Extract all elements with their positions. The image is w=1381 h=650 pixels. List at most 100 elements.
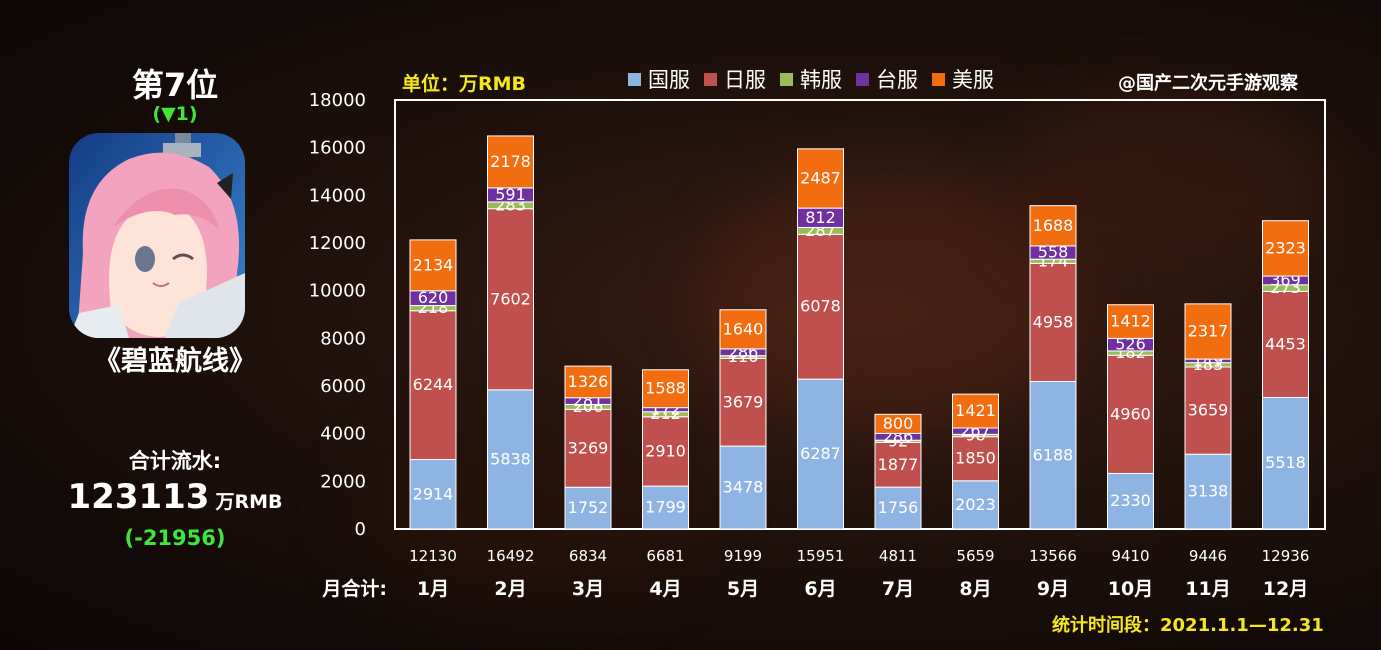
y-tick-label: 10000 xyxy=(309,281,366,302)
bar-segment xyxy=(874,413,922,434)
legend-label: 日服 xyxy=(724,68,766,92)
legend-label: 美服 xyxy=(952,68,994,92)
data-label: 2323 xyxy=(1265,238,1306,257)
data-label: 3679 xyxy=(723,392,764,411)
monthly-total-label: 9199 xyxy=(724,547,762,565)
data-label: 800 xyxy=(883,414,914,433)
y-tick-label: 2000 xyxy=(320,471,366,492)
legend-item: 台服 xyxy=(856,64,918,94)
game-title: 《碧蓝航线》 xyxy=(94,346,256,377)
bar-segment xyxy=(1262,396,1309,530)
legend-swatch xyxy=(704,72,717,86)
monthly-total-label: 13566 xyxy=(1029,547,1077,565)
data-label: 2023 xyxy=(955,495,996,514)
y-tick-label: 14000 xyxy=(309,185,366,206)
bar-segment xyxy=(874,486,922,530)
data-label: 2178 xyxy=(490,152,531,171)
legend-swatch xyxy=(628,72,641,86)
bar-segment xyxy=(797,148,844,209)
y-tick-label: 18000 xyxy=(309,90,366,111)
x-tick-label: 5月 xyxy=(727,578,759,600)
x-tick-label: 9月 xyxy=(1037,578,1069,600)
unit-label: 单位：万RMB xyxy=(402,73,527,95)
bar-segment xyxy=(409,239,457,292)
data-label: 1588 xyxy=(645,379,686,398)
bar-segment xyxy=(1262,220,1309,277)
monthly-total-label: 6681 xyxy=(646,547,684,565)
x-tick-label: 6月 xyxy=(804,578,836,600)
bar-segment xyxy=(1029,262,1077,383)
x-tick-label: 1月 xyxy=(417,578,449,600)
data-label: 1752 xyxy=(568,498,609,517)
data-label: 4453 xyxy=(1265,334,1306,353)
data-label: 6078 xyxy=(800,297,841,316)
rank-change: (▼1) xyxy=(152,103,198,125)
legend-item: 美服 xyxy=(932,64,994,94)
bar-segment xyxy=(1107,472,1154,530)
bar-segment xyxy=(1029,381,1077,530)
data-label: 2134 xyxy=(413,255,454,274)
data-label: 6244 xyxy=(413,375,454,394)
data-label: 2487 xyxy=(800,168,841,187)
monthly-total-label: 5659 xyxy=(956,547,994,565)
data-label: 2914 xyxy=(413,484,454,503)
data-label: 3478 xyxy=(723,478,764,497)
total-label: 合计流水: xyxy=(128,449,222,473)
plot-frame xyxy=(394,99,1326,530)
data-label: 526 xyxy=(1115,335,1146,354)
bar-segment xyxy=(642,485,689,530)
y-tick-label: 4000 xyxy=(320,424,366,445)
bar-segment xyxy=(1262,290,1309,398)
x-tick-label: 2月 xyxy=(494,578,526,600)
data-label: 3269 xyxy=(568,438,609,457)
data-label: 6287 xyxy=(800,444,841,463)
total-value: 123113 xyxy=(67,477,210,517)
legend-label: 台服 xyxy=(876,68,918,92)
bar-segment xyxy=(1107,304,1154,339)
data-label: 591 xyxy=(495,185,526,204)
data-label: 1326 xyxy=(568,372,609,391)
y-tick-label: 0 xyxy=(355,519,366,540)
x-tick-label: 7月 xyxy=(882,578,914,600)
data-label: 4958 xyxy=(1033,312,1074,331)
legend-swatch xyxy=(856,72,869,86)
bar-segment xyxy=(487,389,534,530)
data-label: 1877 xyxy=(878,455,919,474)
data-label: 1799 xyxy=(645,498,686,517)
data-label: 620 xyxy=(418,288,449,307)
data-label: 558 xyxy=(1038,243,1069,262)
data-label: 2330 xyxy=(1110,491,1151,510)
bar-segment xyxy=(952,393,999,429)
data-label: 812 xyxy=(805,208,836,227)
bar-segment xyxy=(952,436,999,482)
x-tick-label: 8月 xyxy=(959,578,991,600)
x-tick-label: 4月 xyxy=(649,578,681,600)
data-label: 1688 xyxy=(1033,216,1074,235)
y-tick-label: 6000 xyxy=(320,376,366,397)
legend-item: 国服 xyxy=(628,64,690,94)
data-label: 5838 xyxy=(490,449,531,468)
data-label: 3659 xyxy=(1188,401,1229,420)
x-tick-label: 11月 xyxy=(1185,578,1230,600)
monthly-total-row-label: 月合计: xyxy=(321,577,387,600)
data-label: 1412 xyxy=(1110,312,1151,331)
monthly-total-label: 15951 xyxy=(797,547,845,565)
bar-segment xyxy=(874,441,922,488)
data-label: 3138 xyxy=(1188,482,1229,501)
data-label: 1756 xyxy=(878,498,919,517)
bar-segment xyxy=(797,233,844,380)
game-icon xyxy=(69,133,245,338)
legend-swatch xyxy=(780,72,793,86)
bar-segment xyxy=(1184,303,1232,360)
rank-title: 第7位 xyxy=(131,66,219,104)
watermark: @国产二次元手游观察 xyxy=(1118,73,1298,94)
monthly-total-label: 4811 xyxy=(879,547,917,565)
data-label: 7602 xyxy=(490,289,531,308)
legend-label: 韩服 xyxy=(800,68,842,92)
y-tick-label: 12000 xyxy=(309,233,366,254)
monthly-total-label: 6834 xyxy=(569,547,607,565)
bar-segment xyxy=(642,416,689,487)
bar-segment xyxy=(719,357,767,447)
total-unit: 万RMB xyxy=(215,491,283,513)
